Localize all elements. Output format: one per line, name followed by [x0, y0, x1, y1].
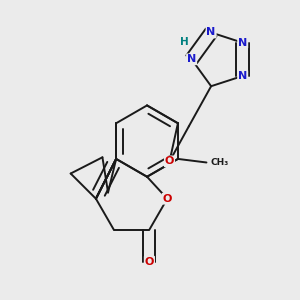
Text: N: N — [238, 38, 247, 48]
Text: O: O — [165, 156, 174, 167]
Text: H: H — [180, 37, 189, 47]
Text: CH₃: CH₃ — [211, 158, 229, 167]
Text: O: O — [145, 257, 154, 267]
Text: O: O — [163, 194, 172, 204]
Text: N: N — [206, 28, 216, 38]
Text: N: N — [187, 54, 196, 64]
Text: N: N — [238, 71, 247, 81]
